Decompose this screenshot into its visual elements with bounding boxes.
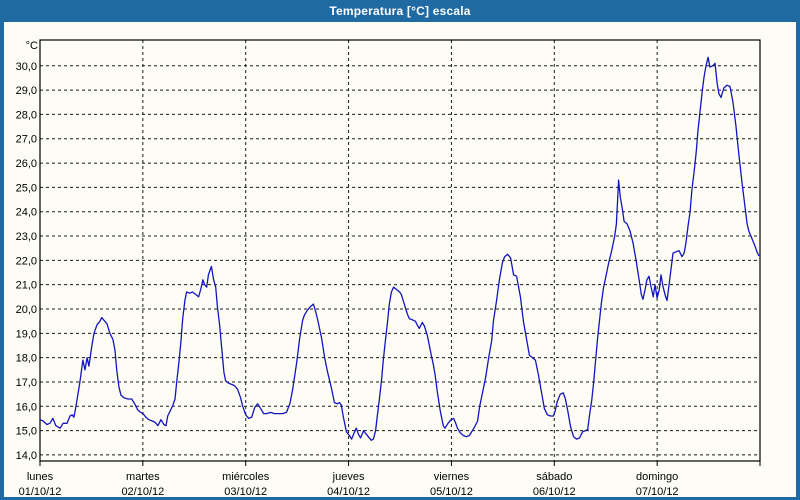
x-day-label: jueves — [332, 471, 365, 483]
y-tick-label: 26,0 — [16, 158, 37, 170]
y-tick-label: 27,0 — [16, 134, 37, 146]
x-day-label: lunes — [27, 471, 54, 483]
temperature-series-line — [39, 56, 760, 441]
y-axis-unit-label: °C — [26, 40, 38, 52]
x-day-label: domingo — [636, 471, 678, 483]
y-tick-label: 24,0 — [16, 207, 37, 219]
window-title: Temperatura [°C] escala — [329, 4, 471, 18]
y-tick-label: 25,0 — [16, 182, 37, 194]
y-tick-label: 20,0 — [16, 304, 37, 316]
y-tick-label: 29,0 — [16, 85, 37, 97]
x-date-label: 02/10/12 — [121, 486, 164, 498]
chart-area — [4, 22, 796, 497]
y-tick-label: 18,0 — [16, 353, 37, 365]
x-date-label: 06/10/12 — [533, 486, 576, 498]
temperature-chart: 30,0 29,0 28,0 27,0 26,0 25,0 24,0 23,0 22,0 21,0… — [16, 39, 761, 498]
y-tick-label: 17,0 — [16, 377, 37, 389]
y-tick-label: 23,0 — [16, 231, 37, 243]
plot-frame — [39, 39, 761, 462]
x-date-label: 04/10/12 — [327, 486, 370, 498]
y-tick-label: 14,0 — [16, 450, 37, 462]
x-date-label: 05/10/12 — [430, 486, 473, 498]
y-tick-label: 21,0 — [16, 280, 37, 292]
x-day-label: viernes — [434, 471, 470, 483]
y-tick-label: 28,0 — [16, 109, 37, 121]
x-date-label: 03/10/12 — [224, 486, 267, 498]
x-day-label: sábado — [536, 471, 572, 483]
y-tick-label: 30,0 — [16, 61, 37, 73]
y-tick-label: 15,0 — [16, 426, 37, 438]
y-tick-label: 16,0 — [16, 401, 37, 413]
x-day-label: martes — [126, 471, 160, 483]
y-tick-label: 22,0 — [16, 255, 37, 267]
x-date-label: 01/10/12 — [19, 486, 62, 498]
x-day-label: miércoles — [222, 471, 270, 483]
y-tick-label: 19,0 — [16, 328, 37, 340]
window-titlebar: Temperatura [°C] escala — [0, 0, 800, 22]
x-date-label: 07/10/12 — [636, 486, 679, 498]
